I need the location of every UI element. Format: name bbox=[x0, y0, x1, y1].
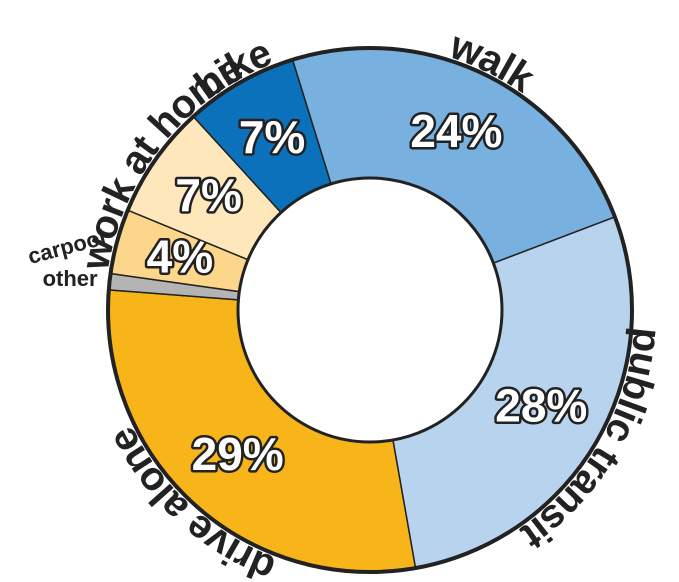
category-label: other bbox=[43, 266, 98, 291]
donut-outline bbox=[106, 46, 634, 574]
value-label: 28% bbox=[495, 379, 587, 431]
donut-hole-outline bbox=[236, 176, 504, 444]
value-label: 7% bbox=[175, 169, 241, 221]
value-label: 24% bbox=[410, 105, 502, 157]
value-label: 29% bbox=[192, 428, 284, 480]
value-label: 7% bbox=[239, 111, 305, 163]
